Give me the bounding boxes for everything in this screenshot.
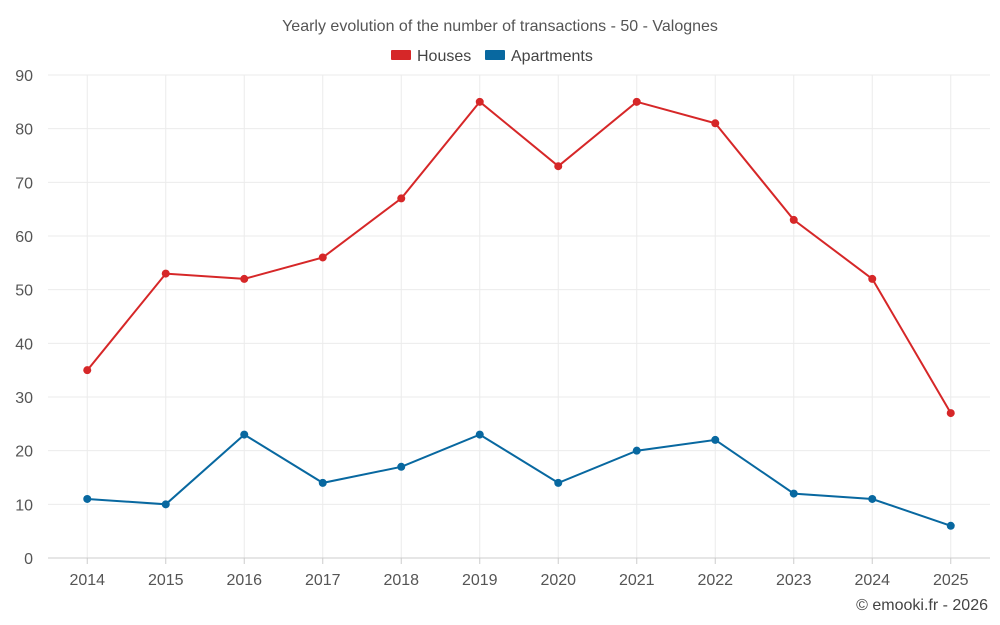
data-point-houses-2019[interactable]	[475, 97, 484, 106]
y-tick-label-40: 40	[15, 336, 33, 353]
x-tick-label-2025: 2025	[933, 572, 969, 589]
data-point-apartments-2023[interactable]	[789, 489, 798, 498]
y-tick-label-0: 0	[24, 551, 33, 568]
data-point-apartments-2016[interactable]	[240, 430, 249, 439]
data-point-apartments-2024[interactable]	[868, 494, 877, 503]
legend-label-houses[interactable]: Houses	[417, 48, 471, 65]
data-point-houses-2020[interactable]	[554, 162, 563, 171]
data-point-houses-2024[interactable]	[868, 274, 877, 283]
x-tick-label-2023: 2023	[776, 572, 812, 589]
series-line-houses[interactable]	[86, 100, 952, 414]
y-tick-label-70: 70	[15, 175, 33, 192]
data-point-houses-2018[interactable]	[397, 194, 406, 203]
data-point-apartments-2025[interactable]	[946, 521, 955, 530]
data-point-houses-2014[interactable]	[83, 366, 92, 375]
data-point-houses-2015[interactable]	[161, 269, 170, 278]
x-tick-label-2019: 2019	[462, 572, 498, 589]
chart-title: Yearly evolution of the number of transa…	[282, 18, 718, 35]
data-point-apartments-2017[interactable]	[318, 478, 327, 487]
credit-text: © emooki.fr - 2026	[856, 597, 988, 614]
data-point-apartments-2022[interactable]	[711, 435, 720, 444]
legend-swatch-apartments[interactable]	[485, 50, 505, 60]
y-tick-label-30: 30	[15, 390, 33, 407]
x-tick-label-2024: 2024	[854, 572, 890, 589]
series-line-apartments[interactable]	[87, 433, 952, 527]
grid-lines	[48, 74, 990, 558]
x-tick-label-2022: 2022	[697, 572, 733, 589]
y-tick-label-10: 10	[15, 497, 33, 514]
data-point-apartments-2015[interactable]	[161, 500, 170, 509]
y-tick-label-60: 60	[15, 229, 33, 246]
x-tick-label-2020: 2020	[540, 572, 576, 589]
x-tick-label-2014: 2014	[69, 572, 105, 589]
legend[interactable]: Houses Apartments	[391, 48, 593, 65]
y-tick-label-80: 80	[15, 122, 33, 139]
data-point-apartments-2021[interactable]	[632, 446, 641, 455]
x-tick-label-2015: 2015	[148, 572, 184, 589]
legend-label-apartments[interactable]: Apartments	[511, 48, 593, 65]
data-point-houses-2025[interactable]	[946, 409, 955, 418]
legend-swatch-houses[interactable]	[391, 50, 411, 60]
x-tick-label-2017: 2017	[305, 572, 341, 589]
data-point-apartments-2019[interactable]	[475, 430, 484, 439]
y-tick-label-20: 20	[15, 444, 33, 461]
data-point-apartments-2020[interactable]	[554, 478, 563, 487]
series-layer	[83, 97, 955, 530]
data-point-houses-2017[interactable]	[318, 253, 327, 262]
data-point-houses-2022[interactable]	[711, 119, 720, 128]
data-point-houses-2021[interactable]	[632, 97, 641, 106]
data-point-houses-2016[interactable]	[240, 274, 249, 283]
x-tick-label-2021: 2021	[619, 572, 655, 589]
x-tick-label-2018: 2018	[383, 572, 419, 589]
axes: 0 10 20 30 40 50 60 70 80 90 2014 2015 2016 2017 2018 2…	[15, 68, 990, 589]
data-point-apartments-2018[interactable]	[397, 462, 406, 471]
y-tick-label-90: 90	[15, 68, 33, 85]
data-point-houses-2023[interactable]	[789, 215, 798, 224]
data-point-apartments-2014[interactable]	[83, 494, 92, 503]
x-tick-label-2016: 2016	[226, 572, 262, 589]
y-tick-label-50: 50	[15, 283, 33, 300]
